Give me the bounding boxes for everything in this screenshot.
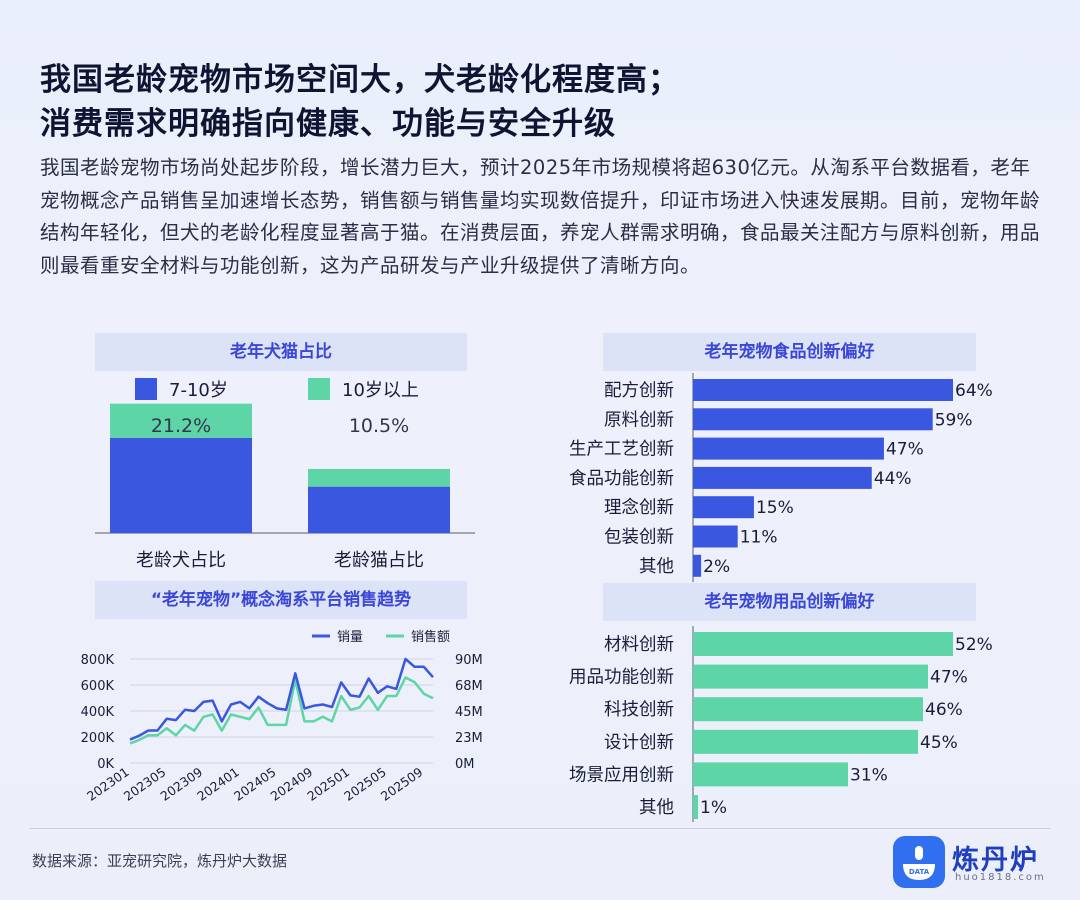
bar	[693, 632, 953, 656]
category-label: 包装创新	[604, 528, 674, 548]
series-line-sales-volume	[129, 657, 434, 741]
y-right-tick: 0M	[455, 757, 475, 772]
logo-name: 炼丹炉	[952, 845, 1039, 876]
ratio-chart: 7-10岁 10岁以上 21.2% 老龄犬占比 10.5% 老龄猫占比	[95, 378, 475, 571]
category-label: 其他	[639, 557, 674, 577]
category-label: 理念创新	[604, 497, 674, 518]
legend-label: 7-10岁	[169, 380, 228, 401]
supplies-chart-title: 老年宠物用品创新偏好	[603, 583, 976, 621]
y-right-tick: 23M	[455, 731, 483, 746]
value-label: 52%	[955, 635, 993, 655]
bar-total-label: 21.2%	[151, 415, 211, 437]
series-line-sales-amount	[129, 676, 434, 745]
bar	[693, 697, 923, 722]
value-label: 64%	[955, 381, 993, 401]
category-label: 科技创新	[604, 700, 674, 720]
intro-paragraph: 我国老龄宠物市场尚处起步阶段，增长潜力巨大，预计2025年市场规模将超630亿元…	[40, 156, 1041, 277]
y-left-tick: 800K	[81, 653, 115, 668]
trend-chart: 0K 200K 400K 600K 800K 0M 23M 45M 68M 90M 销量 销售额 202…	[81, 629, 483, 804]
bar	[693, 437, 884, 460]
y-right-tick: 90M	[455, 653, 483, 668]
logo-url: huo1818.com	[955, 872, 1046, 883]
logo-icon: DATA	[893, 836, 945, 888]
category-label: 原料创新	[604, 410, 674, 430]
bar-total-label: 10.5%	[349, 415, 409, 437]
x-tick: 202509	[378, 764, 426, 804]
page-title: 我国老龄宠物市场空间大，犬老龄化程度高； 消费需求明确指向健康、功能与安全升级	[40, 58, 680, 146]
category-label: 用品功能创新	[569, 668, 674, 688]
bar	[693, 379, 953, 401]
trend-chart-title: “老年宠物”概念淘系平台销售趋势	[95, 581, 467, 619]
supplies-chart: 材料创新 52% 用品功能创新 47% 科技创新 46% 设计创新 45% 场景应用创新 31% 其…	[569, 626, 993, 822]
bar	[693, 664, 928, 689]
legend-swatch	[135, 378, 157, 400]
category-label: 设计创新	[604, 733, 674, 753]
category-label: 食品功能创新	[569, 469, 674, 489]
category-label: 配方创新	[604, 381, 674, 401]
value-label: 47%	[930, 668, 968, 688]
bar	[693, 408, 933, 431]
bar	[693, 729, 918, 754]
title-line-2: 消费需求明确指向健康、功能与安全升级	[40, 106, 616, 142]
category-label: 其他	[639, 798, 674, 818]
y-right-tick: 68M	[455, 679, 483, 694]
data-source: 数据来源：亚宠研究院，炼丹炉大数据	[32, 852, 288, 870]
value-label: 45%	[920, 733, 958, 753]
category-label: 老龄犬占比	[136, 550, 226, 571]
value-label: 1%	[700, 798, 727, 818]
y-left-tick: 400K	[81, 705, 115, 720]
bar	[693, 496, 754, 519]
bar	[693, 525, 738, 548]
bar-segment	[110, 403, 252, 438]
y-left-tick: 0K	[97, 757, 114, 772]
value-label: 46%	[925, 700, 963, 720]
category-label: 生产工艺创新	[569, 440, 674, 460]
y-right-tick: 45M	[455, 705, 483, 720]
value-label: 11%	[740, 528, 778, 548]
bar	[693, 466, 872, 489]
y-left-tick: 200K	[81, 731, 115, 746]
value-label: 2%	[703, 557, 730, 577]
title-line-1: 我国老龄宠物市场空间大，犬老龄化程度高；	[40, 62, 680, 98]
y-left-tick: 600K	[81, 679, 115, 694]
legend-label: 10岁以上	[342, 380, 419, 401]
bar-segment	[308, 486, 450, 533]
bar	[693, 795, 698, 819]
category-label: 材料创新	[604, 635, 674, 655]
bar-segment	[308, 468, 450, 487]
value-label: 44%	[874, 469, 912, 489]
category-label: 老龄猫占比	[334, 550, 424, 571]
category-label: 场景应用创新	[569, 765, 674, 785]
logo-badge: DATA	[909, 868, 930, 876]
food-chart-title: 老年宠物食品创新偏好	[603, 333, 976, 371]
legend-swatch	[308, 378, 330, 400]
bar	[693, 554, 702, 577]
legend-label: 销量	[337, 630, 363, 645]
value-label: 31%	[850, 765, 888, 785]
bar	[693, 762, 848, 787]
value-label: 15%	[756, 498, 794, 518]
footer-divider	[30, 828, 1050, 829]
bar-segment	[110, 437, 252, 533]
value-label: 47%	[886, 440, 924, 460]
value-label: 59%	[935, 410, 973, 430]
ratio-chart-title: 老年犬猫占比	[95, 333, 467, 371]
food-chart: 配方创新 64% 原料创新 59% 生产工艺创新 47% 食品功能创新 44% 理念创新 15% 包…	[569, 373, 993, 582]
legend-label: 销售额	[411, 629, 450, 645]
